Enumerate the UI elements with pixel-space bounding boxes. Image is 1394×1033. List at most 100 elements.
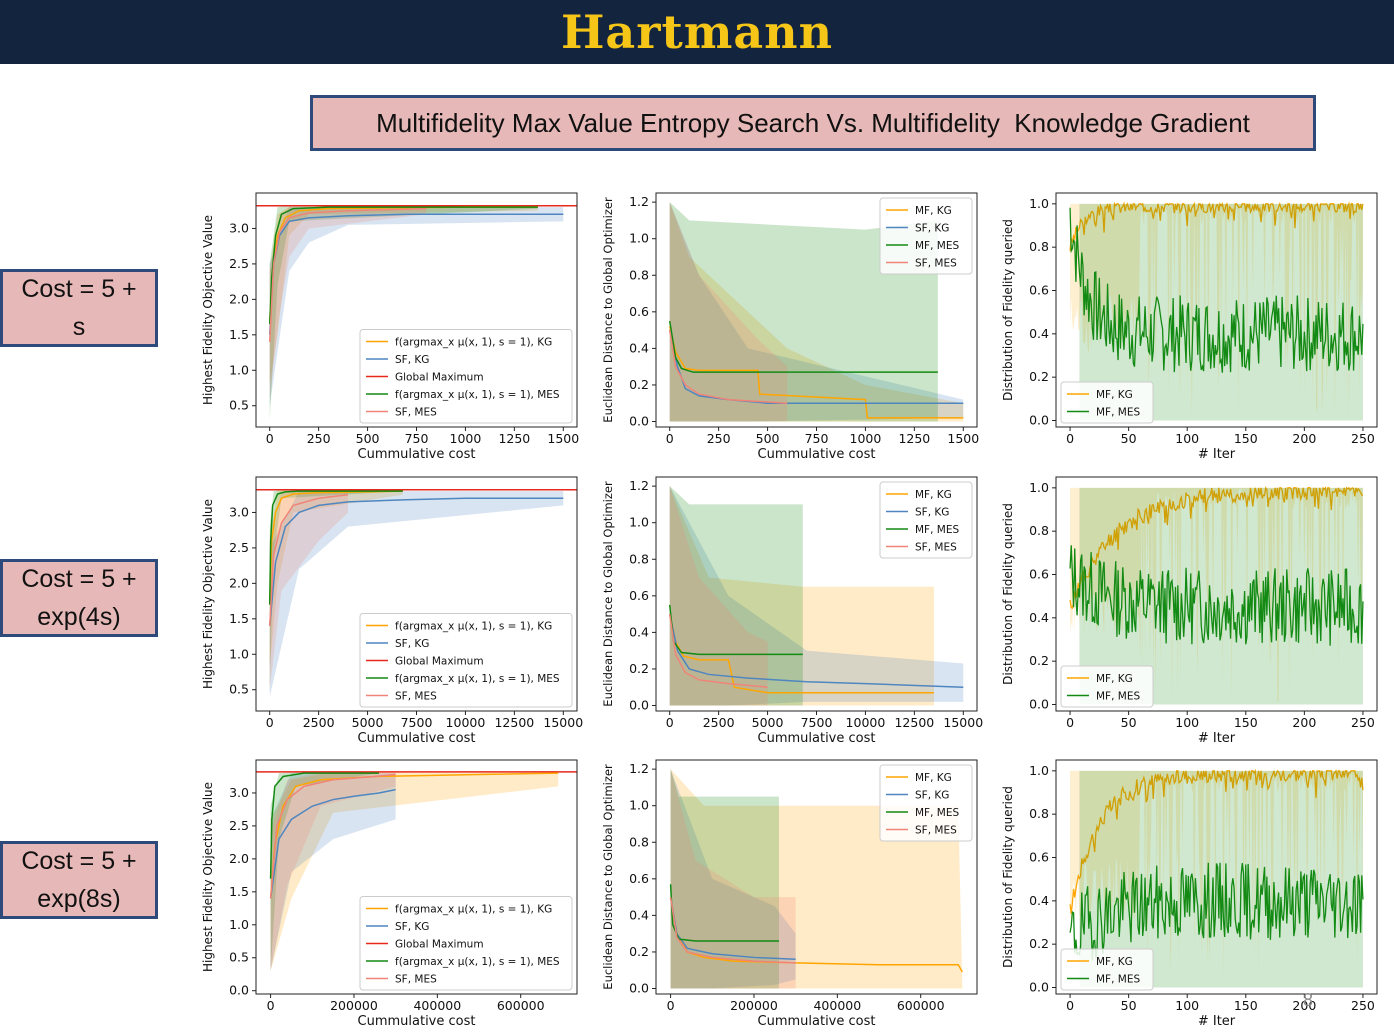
legend: MF, KG SF, KG MF, MES SF, MES — [879, 764, 973, 842]
band-green — [670, 769, 779, 989]
legend-label: MF, KG — [1096, 673, 1133, 685]
x-tick-label: 1500 — [547, 431, 579, 446]
y-tick-label: 0.8 — [629, 267, 649, 282]
series-line-blue — [269, 788, 396, 899]
y-tick-label: 2.0 — [229, 291, 249, 306]
x-tick-label: 7500 — [401, 715, 433, 730]
legend-label: f(argmax_x μ(x, 1), s = 1), MES — [395, 956, 560, 968]
axes-frame — [1055, 476, 1378, 712]
legend-label: SF, KG — [915, 223, 949, 235]
y-tick-label: 0.5 — [229, 682, 249, 697]
legend-label: f(argmax_x μ(x, 1), s = 1), MES — [395, 673, 560, 685]
title-banner: Hartmann — [0, 0, 1394, 64]
chart-r2c2: 0 2500 5000 7500 10000 12500 15000 0.0 0.2 0.4 0.6… — [601, 476, 983, 746]
series-line-salmon — [268, 493, 349, 626]
plot-area — [256, 205, 577, 420]
axes-frame — [255, 759, 578, 995]
x-tick-label: 5000 — [752, 715, 784, 730]
chart-r3c1: 0 200000 400000 600000 0.0 0.5 1.0 1.5 2.0 2.5 3.0… — [201, 759, 578, 1029]
x-axis-label: Cummulative cost — [758, 1014, 876, 1029]
x-tick-label: 10000 — [846, 715, 886, 730]
y-axis-label: Euclidean Distance to Global Optimizer — [601, 197, 615, 423]
y-tick-label: 1.0 — [1029, 480, 1049, 495]
legend-label: SF, KG — [395, 921, 429, 933]
x-axis-label: # Iter — [1198, 1014, 1236, 1029]
x-tick-label: 50 — [1121, 431, 1137, 446]
x-tick-label: 200 — [1292, 998, 1316, 1013]
x-tick-label: 12500 — [894, 715, 934, 730]
y-tick-label: 0.8 — [1029, 523, 1049, 538]
band-salmon — [669, 202, 788, 422]
y-tick-label: 0.6 — [629, 871, 649, 886]
x-tick-label: 500 — [356, 431, 380, 446]
y-tick-label: 0.6 — [629, 304, 649, 319]
legend-label: MF, KG — [915, 772, 952, 784]
x-tick-label: 2500 — [703, 715, 735, 730]
legend-box — [1060, 948, 1154, 991]
band-blue — [670, 769, 796, 989]
legend-box — [359, 329, 573, 424]
legend-label: SF, MES — [915, 542, 957, 554]
y-tick-label: 1.5 — [229, 884, 249, 899]
band-salmon — [670, 769, 796, 989]
x-tick-label: 250 — [707, 431, 731, 446]
x-tick-label: 0 — [667, 998, 675, 1013]
x-tick-label: 250 — [1351, 715, 1375, 730]
legend-label: MF, MES — [915, 240, 959, 252]
y-tick-label: 1.0 — [1029, 196, 1049, 211]
y-tick-label: 0.6 — [1029, 567, 1049, 582]
legend: f(argmax_x μ(x, 1), s = 1), KG SF, KG Glob… — [359, 613, 573, 708]
y-tick-label: 0.2 — [1029, 936, 1049, 951]
legend-label: MF, KG — [915, 489, 952, 501]
x-tick-label: 200 — [1292, 715, 1316, 730]
y-tick-label: 1.0 — [629, 798, 649, 813]
x-tick-label: 500 — [756, 431, 780, 446]
y-tick-label: 0.2 — [629, 377, 649, 392]
series-line-salmon — [269, 773, 396, 899]
y-tick-label: 0.4 — [1029, 326, 1049, 341]
x-axis-label: # Iter — [1198, 731, 1236, 746]
band-orange — [1070, 487, 1363, 704]
x-tick-label: 15000 — [543, 715, 583, 730]
y-tick-label: 0.4 — [1029, 893, 1049, 908]
y-tick-label: 0.4 — [629, 340, 649, 355]
y-tick-label: 0.0 — [229, 983, 249, 998]
y-tick-label: 0.2 — [629, 944, 649, 959]
y-tick-label: 1.2 — [629, 478, 649, 493]
plot-area — [256, 489, 577, 697]
series-line-green — [268, 490, 403, 605]
x-tick-label: 600000 — [897, 998, 945, 1013]
series-line-orange — [1069, 486, 1364, 610]
y-tick-label: 1.0 — [229, 646, 249, 661]
band-salmon — [269, 491, 348, 690]
y-tick-label: 0.0 — [1029, 413, 1049, 428]
plot-area — [668, 202, 964, 422]
x-tick-label: 400000 — [413, 998, 461, 1013]
band-blue — [669, 486, 964, 706]
chart-r3c3: 0 50 100 150 200 250 0.0 0.2 0.4 0.6 0.8 1.0 # Iter D… — [1001, 759, 1378, 1029]
series-line-orange — [668, 613, 934, 694]
legend-label: MF, MES — [1096, 691, 1140, 703]
legend-label: MF, MES — [915, 807, 959, 819]
x-axis-label: # Iter — [1198, 447, 1236, 462]
x-axis-label: Cummulative cost — [758, 447, 876, 462]
band-blue — [669, 202, 964, 422]
plot-area — [668, 486, 964, 706]
chart-r3c2: 0 200000 400000 600000 0.0 0.2 0.4 0.6 0.8 1.0 1.2… — [601, 759, 978, 1029]
legend-box — [359, 613, 573, 708]
y-axis-label: Highest Fidelity Objective Value — [201, 499, 215, 689]
band-salmon — [270, 771, 396, 971]
series-line-green — [269, 772, 379, 879]
y-tick-label: 2.0 — [229, 575, 249, 590]
band-green — [669, 486, 803, 706]
x-tick-label: 12500 — [494, 715, 534, 730]
legend-label: f(argmax_x μ(x, 1), s = 1), KG — [395, 621, 552, 633]
legend-label: MF, MES — [1096, 974, 1140, 986]
x-tick-label: 10000 — [446, 715, 486, 730]
y-tick-label: 0.0 — [1029, 697, 1049, 712]
series-line-orange — [268, 490, 403, 605]
series-line-green — [1069, 207, 1364, 373]
x-tick-label: 600000 — [497, 998, 545, 1013]
x-tick-label: 0 — [666, 715, 674, 730]
x-tick-label: 150 — [1234, 715, 1258, 730]
